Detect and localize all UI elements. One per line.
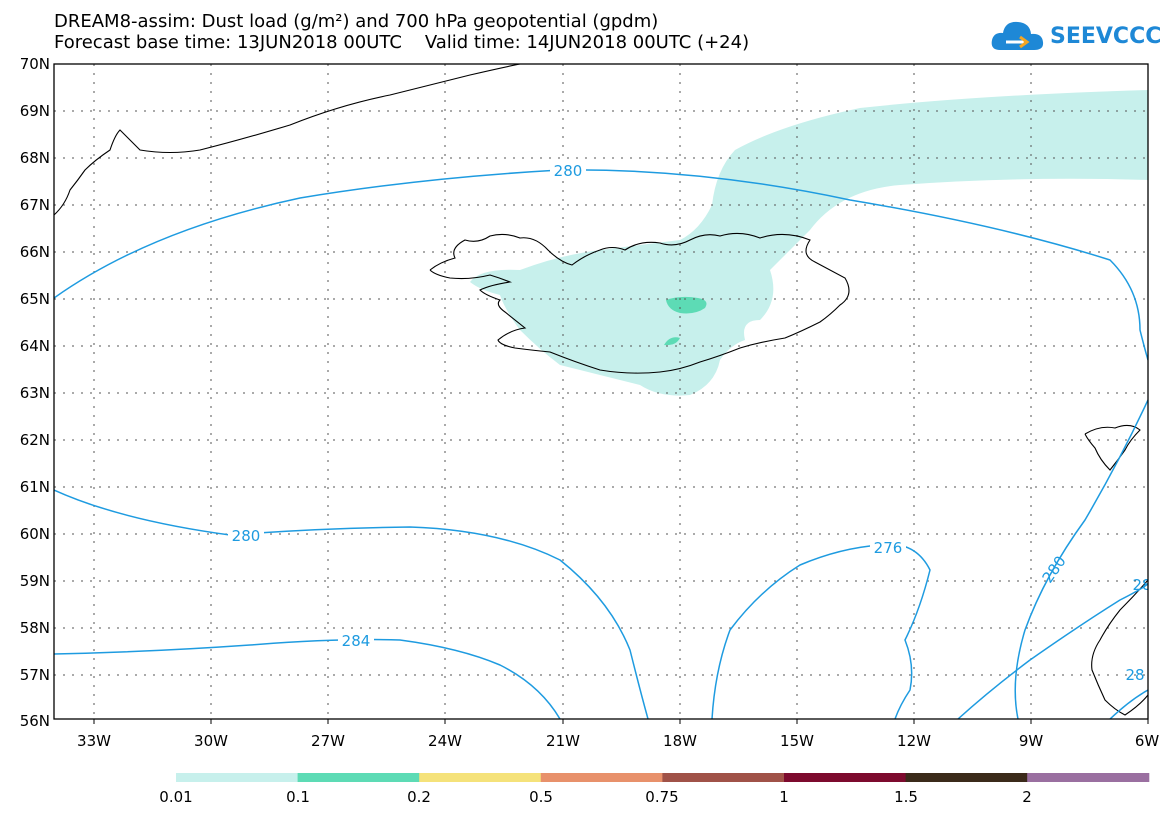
colorbar-label: 0.5 bbox=[529, 788, 553, 806]
colorbar-swatch bbox=[784, 773, 907, 782]
colorbar-label: 2 bbox=[1022, 788, 1032, 806]
lat-label: 56N bbox=[19, 712, 50, 730]
contour-label: 280 bbox=[554, 162, 583, 180]
contour-284 bbox=[54, 638, 561, 719]
lon-label: 21W bbox=[546, 732, 580, 750]
colorbar-swatch bbox=[1027, 773, 1150, 782]
colorbar-swatch bbox=[176, 773, 299, 782]
contour-label: 280 bbox=[232, 527, 261, 545]
lon-label: 24W bbox=[428, 732, 462, 750]
lon-label: 15W bbox=[780, 732, 814, 750]
lon-label: 30W bbox=[194, 732, 228, 750]
colorbar-swatch bbox=[905, 773, 1028, 782]
lat-label: 64N bbox=[19, 337, 50, 355]
faroe-coast bbox=[1084, 424, 1141, 471]
colorbar-label: 0.01 bbox=[159, 788, 193, 806]
contour-276 bbox=[711, 543, 931, 719]
contour-280-north bbox=[54, 169, 1148, 361]
colorbar-swatch bbox=[297, 773, 420, 782]
map-frame bbox=[53, 63, 1149, 720]
lat-label: 62N bbox=[19, 431, 50, 449]
lat-label: 70N bbox=[19, 55, 50, 73]
dust-area-mid bbox=[666, 296, 707, 314]
map-subtitle: Forecast base time: 13JUN2018 00UTC Vali… bbox=[54, 32, 750, 53]
contour-label: 284 bbox=[342, 632, 371, 650]
lon-label: 27W bbox=[311, 732, 345, 750]
contour-280-south bbox=[54, 489, 649, 719]
lat-label: 65N bbox=[19, 290, 50, 308]
seevccc-logo: SEEVCCC bbox=[990, 18, 1161, 54]
lat-label: 63N bbox=[19, 384, 50, 402]
colorbar-swatch bbox=[419, 773, 542, 782]
colorbar-swatch bbox=[662, 773, 785, 782]
lat-label: 69N bbox=[19, 102, 50, 120]
contour-label: 280 bbox=[1039, 553, 1070, 587]
lat-label: 68N bbox=[19, 149, 50, 167]
coastline bbox=[54, 64, 1148, 716]
contour-label: 276 bbox=[874, 539, 903, 557]
contour-east-edge2 bbox=[1109, 689, 1148, 719]
contour-east-edge bbox=[957, 583, 1148, 719]
colorbar-label: 0.75 bbox=[645, 788, 679, 806]
colorbar-label: 0.1 bbox=[286, 788, 310, 806]
lat-label: 61N bbox=[19, 478, 50, 496]
colorbar-label: 1.5 bbox=[894, 788, 918, 806]
lat-label: 66N bbox=[19, 243, 50, 261]
dust-area-low bbox=[470, 90, 1148, 396]
contour-label: 28 bbox=[1125, 666, 1144, 684]
dust-area-mid bbox=[664, 337, 680, 346]
lat-label: 59N bbox=[19, 572, 50, 590]
colorbar-label: 0.2 bbox=[407, 788, 431, 806]
colorbar bbox=[176, 773, 1150, 782]
lon-label: 18W bbox=[663, 732, 697, 750]
lat-label: 58N bbox=[19, 619, 50, 637]
lon-label: 33W bbox=[77, 732, 111, 750]
lat-label: 57N bbox=[19, 666, 50, 684]
scotland-coast bbox=[1091, 579, 1148, 716]
logo-text: SEEVCCC bbox=[1050, 23, 1162, 49]
ticks bbox=[93, 719, 1149, 724]
cloud-logo-icon bbox=[991, 21, 1044, 50]
lon-label: 9W bbox=[1018, 732, 1044, 750]
lat-label: 60N bbox=[19, 525, 50, 543]
lat-label: 67N bbox=[19, 196, 50, 214]
colorbar-swatch bbox=[540, 773, 663, 782]
colorbar-label: 1 bbox=[779, 788, 789, 806]
greenland-coast bbox=[54, 64, 521, 216]
contour-label: 28 bbox=[1132, 576, 1151, 594]
iceland-coast bbox=[429, 232, 850, 374]
lon-label: 6W bbox=[1134, 732, 1160, 750]
lon-label: 12W bbox=[897, 732, 931, 750]
map-title: DREAM8-assim: Dust load (g/m²) and 700 h… bbox=[54, 11, 659, 32]
